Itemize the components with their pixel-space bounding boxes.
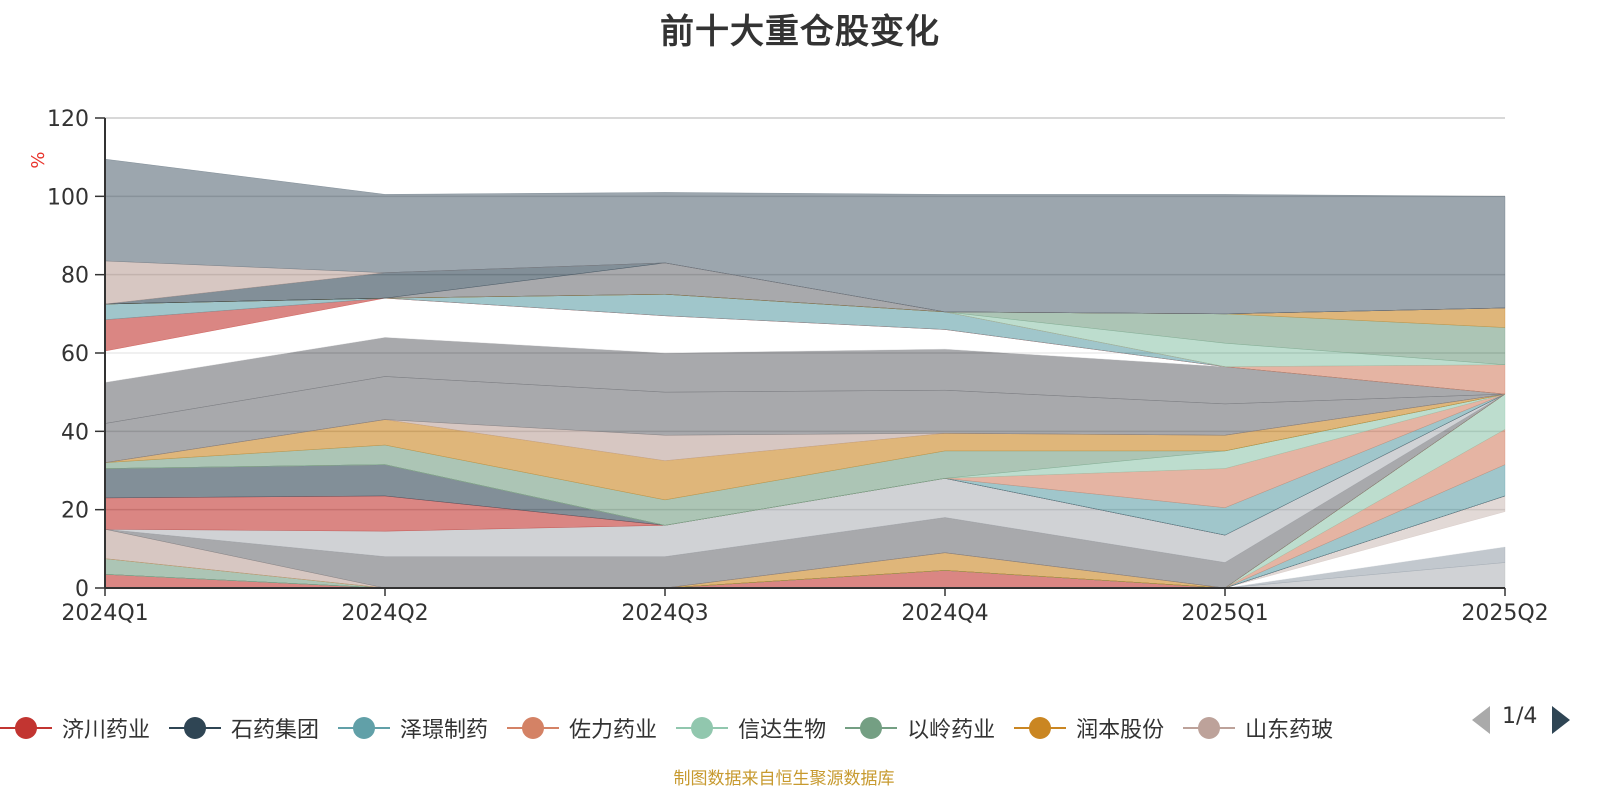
legend-label: 山东药玻 [1245,718,1334,743]
chart-title: 前十大重仓股变化 [660,12,940,52]
axes: 0 20 40 60 80 100 120 2024Q1 2024Q2 2024Q3 2024Q4 2… [47,107,1549,626]
legend-label: 信达生物 [738,718,827,743]
legend-marker-icon [845,716,898,740]
legend-label: 润本股份 [1076,718,1165,743]
legend-item[interactable]: 济川药业 [0,712,150,744]
y-tick-label: 40 [61,420,89,445]
legend-marker-icon [0,716,52,740]
y-tick-label: 60 [61,342,89,367]
legend-next-arrow-icon[interactable] [1552,706,1570,734]
x-tick-label: 2025Q2 [1461,601,1548,626]
y-tick-label: 100 [47,185,89,210]
y-tick-label: 20 [61,499,89,524]
legend-prev-arrow-icon[interactable] [1472,706,1490,734]
x-tick-label: 2024Q3 [621,601,708,626]
legend-page-indicator: 1/4 [1502,704,1538,729]
legend-marker-icon [507,716,560,740]
legend-label: 泽璟制药 [400,718,489,743]
legend: 济川药业 石药集团 泽璟制药 佐力药业 信达生物 以岭药业 润本股份 山东药玻 [0,712,1490,748]
legend-item[interactable]: 佐力药业 [507,712,657,744]
source-note: 制图数据来自恒生聚源数据库 [673,769,895,789]
legend-item[interactable]: 石药集团 [169,712,319,744]
legend-marker-icon [338,716,391,740]
x-tick-label: 2025Q1 [1181,601,1268,626]
area-series-34 [104,158,1506,315]
x-tick-label: 2024Q2 [341,601,428,626]
legend-marker-icon [676,716,729,740]
y-tick-label: 80 [61,264,89,289]
legend-marker-icon [169,716,222,740]
legend-marker-icon [1014,716,1067,740]
legend-label: 以岭药业 [907,718,996,743]
y-tick-label: 120 [47,107,89,132]
legend-item[interactable]: 山东药玻 [1183,712,1333,744]
x-tick-label: 2024Q1 [61,601,148,626]
stacked-area-chart: 0 20 40 60 80 100 120 2024Q1 2024Q2 2024Q3 2024Q4 2… [28,107,1549,626]
legend-item[interactable]: 泽璟制药 [338,712,488,744]
legend-label: 佐力药业 [569,718,658,743]
legend-item[interactable]: 信达生物 [676,712,826,744]
x-tick-label: 2024Q4 [901,601,988,626]
area-series [104,158,1506,589]
y-axis-label: % [28,151,49,168]
legend-item[interactable]: 润本股份 [1014,712,1164,744]
legend-item[interactable]: 以岭药业 [845,712,995,744]
y-tick-label: 0 [75,577,89,602]
legend-label: 济川药业 [62,718,151,743]
legend-pager: 1/4 [1472,704,1600,736]
legend-marker-icon [1183,716,1236,740]
legend-label: 石药集团 [231,718,320,743]
